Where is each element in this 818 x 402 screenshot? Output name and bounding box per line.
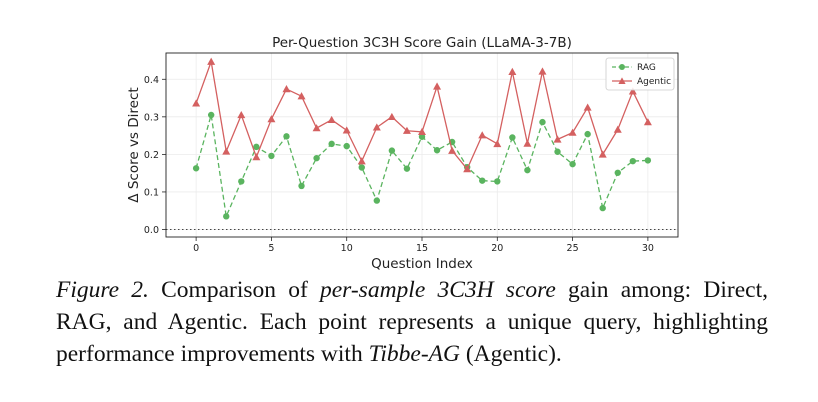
data-point-rag — [238, 178, 245, 185]
figure-caption: Figure 2. Comparison of per-sample 3C3H … — [56, 274, 768, 370]
data-point-agentic — [418, 127, 426, 136]
x-tick-label: 15 — [416, 243, 428, 254]
data-point-rag — [328, 140, 335, 148]
data-point-agentic — [628, 87, 637, 95]
y-tick-label: 0.4 — [144, 75, 159, 86]
data-point-agentic — [478, 131, 487, 139]
data-point-rag — [223, 213, 230, 220]
data-point-agentic — [433, 82, 442, 90]
legend-label-agentic: Agentic — [637, 77, 671, 87]
chart: 0.0 0.1 0.2 0.3 0.4 0 5 10 15 20 25 30 Per-Question … — [126, 35, 679, 272]
data-point-rag — [599, 204, 606, 212]
data-point-rag — [418, 133, 426, 140]
data-point-agentic — [523, 139, 532, 147]
data-point-agentic — [598, 150, 607, 158]
x-tick-label: 0 — [193, 243, 199, 254]
data-point-agentic — [297, 92, 306, 100]
x-tick-label: 20 — [491, 243, 503, 254]
data-point-rag — [584, 130, 591, 138]
data-point-agentic — [282, 85, 291, 93]
x-tick-label: 5 — [268, 243, 274, 254]
data-point-agentic — [357, 157, 366, 165]
data-point-rag — [283, 133, 290, 140]
data-point-rag — [268, 152, 275, 160]
data-point-rag — [569, 160, 576, 168]
data-point-rag — [479, 177, 486, 184]
data-point-rag — [298, 182, 305, 190]
data-point-rag — [509, 134, 516, 141]
caption-emphasis-1: per-sample 3C3H score — [320, 277, 556, 303]
data-point-agentic — [583, 103, 592, 111]
data-point-agentic — [402, 126, 411, 134]
y-tick-label: 0.2 — [144, 150, 159, 161]
data-point-rag — [554, 148, 561, 155]
data-point-rag — [403, 165, 411, 172]
data-point-rag — [343, 142, 350, 150]
x-tick-label: 25 — [567, 243, 579, 254]
data-point-agentic — [222, 147, 231, 155]
data-point-rag — [358, 164, 365, 171]
chart-title: Per-Question 3C3H Score Gain (LLaMA-3-7B… — [272, 35, 572, 51]
data-point-rag — [207, 111, 215, 119]
data-point-agentic — [387, 112, 396, 121]
caption-emphasis-2: Tibbe-AG — [368, 341, 460, 367]
caption-figure-label: Figure 2. — [56, 277, 149, 303]
data-point-agentic — [327, 115, 336, 124]
data-point-rag — [433, 147, 441, 154]
data-point-rag — [614, 169, 621, 176]
data-point-rag — [373, 197, 381, 204]
data-point-agentic — [553, 135, 562, 143]
data-point-agentic — [493, 139, 502, 148]
data-point-agentic — [312, 124, 321, 132]
data-point-agentic — [568, 128, 577, 136]
data-point-rag — [629, 157, 637, 165]
data-point-rag — [253, 143, 260, 151]
data-point-rag — [494, 178, 501, 185]
x-tick-label: 10 — [341, 243, 353, 254]
y-tick-label: 0.1 — [144, 187, 159, 198]
legend: RAG Agentic — [605, 57, 675, 91]
data-point-agentic — [508, 67, 517, 75]
legend-label-rag: RAG — [637, 63, 656, 73]
data-point-rag — [313, 154, 320, 162]
data-point-rag — [192, 165, 200, 172]
data-point-agentic — [252, 153, 261, 161]
y-tick-label: 0.0 — [144, 225, 159, 236]
data-point-rag — [644, 157, 652, 164]
data-point-agentic — [643, 118, 652, 126]
data-point-rag — [524, 166, 531, 174]
data-point-rag — [388, 147, 396, 154]
data-point-agentic — [342, 126, 351, 134]
line-chart: 0.0 0.1 0.2 0.3 0.4 0 5 10 15 20 25 30 Per-Question … — [126, 35, 679, 272]
data-point-agentic — [237, 110, 246, 119]
caption-text-3: (Agentic). — [459, 341, 562, 367]
data-point-agentic — [538, 67, 547, 75]
data-point-agentic — [372, 123, 381, 131]
caption-text-1: Comparison of — [148, 277, 320, 303]
caption-text-2: gain among: Direct, RAG, and Agentic. Ea… — [56, 277, 768, 367]
data-point-agentic — [192, 99, 201, 107]
data-point-agentic — [448, 146, 457, 154]
y-axis-label: Δ Score vs Direct — [126, 87, 142, 202]
x-axis-label: Question Index — [371, 256, 473, 270]
data-point-agentic — [463, 165, 472, 173]
legend-marker-agentic — [618, 77, 626, 84]
data-point-agentic — [613, 125, 622, 133]
legend-marker-rag — [619, 64, 625, 70]
data-point-rag — [539, 118, 546, 126]
data-point-agentic — [207, 57, 216, 65]
data-point-agentic — [267, 115, 276, 123]
y-tick-label: 0.3 — [144, 112, 159, 123]
x-tick-label: 30 — [642, 243, 654, 254]
